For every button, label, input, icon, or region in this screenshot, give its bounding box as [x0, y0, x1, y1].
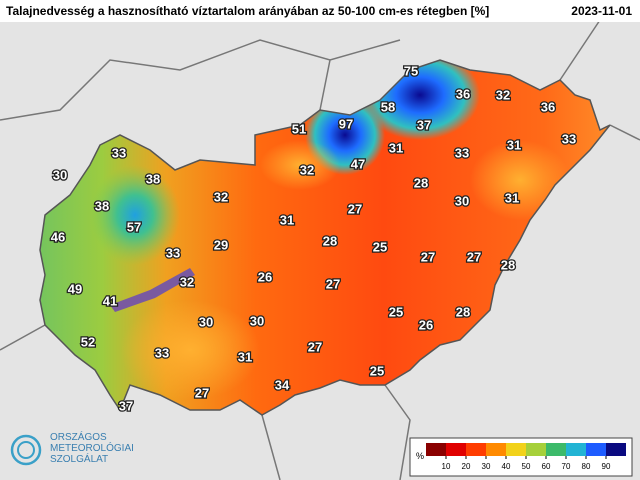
station-value: 58	[381, 99, 395, 114]
station-value: 75	[404, 63, 418, 78]
station-value: 30	[250, 313, 264, 328]
station-value: 36	[541, 99, 555, 114]
legend-swatch	[466, 443, 486, 456]
station-value: 27	[421, 249, 435, 264]
legend-swatch	[506, 443, 526, 456]
station-value: 28	[323, 233, 337, 248]
station-value: 26	[258, 269, 272, 284]
legend-tick-label: 70	[562, 462, 571, 471]
country-borders	[0, 19, 640, 480]
logo: ORSZÁGOS METEOROLÓGIAI SZOLGÁLAT	[10, 430, 134, 466]
station-value: 30	[53, 167, 67, 182]
station-value: 25	[389, 304, 403, 319]
legend-swatch	[426, 443, 446, 456]
station-value: 47	[351, 156, 365, 171]
station-value: 31	[238, 349, 252, 364]
station-value: 52	[81, 334, 95, 349]
station-value: 27	[195, 385, 209, 400]
legend-tick-label: 40	[502, 462, 511, 471]
logo-line: METEOROLÓGIAI	[50, 441, 134, 454]
legend-tick-label: 80	[582, 462, 591, 471]
legend-swatch	[606, 443, 626, 456]
legend-tick-label: 60	[542, 462, 551, 471]
station-value: 57	[127, 219, 141, 234]
legend-tick-label: 90	[602, 462, 611, 471]
station-value: 28	[414, 175, 428, 190]
station-value: 38	[95, 198, 109, 213]
station-value: 34	[275, 377, 290, 392]
legend-tick-label: 20	[462, 462, 471, 471]
station-value: 33	[455, 145, 469, 160]
station-value: 27	[467, 249, 481, 264]
legend-swatch	[486, 443, 506, 456]
station-value: 32	[300, 162, 314, 177]
station-value: 30	[455, 193, 469, 208]
station-value: 33	[166, 245, 180, 260]
station-value: 31	[507, 137, 521, 152]
station-value: 32	[496, 87, 510, 102]
legend-tick-label: 30	[482, 462, 491, 471]
station-value: 32	[214, 189, 228, 204]
station-value: 27	[326, 276, 340, 291]
station-value: 26	[419, 317, 433, 332]
station-value: 97	[339, 116, 353, 131]
station-value: 41	[103, 293, 117, 308]
legend-tick-label: 10	[442, 462, 451, 471]
station-value: 36	[456, 86, 470, 101]
station-value: 30	[199, 314, 213, 329]
station-value: 37	[417, 117, 431, 132]
legend-swatch	[566, 443, 586, 456]
station-value: 31	[389, 140, 403, 155]
station-value: 28	[456, 304, 470, 319]
logo-line: SZOLGÁLAT	[50, 452, 108, 465]
station-value: 37	[119, 398, 133, 413]
station-labels: 75 36 32 36 58 51 97 37 33 33 31 31 33 47 30 38 32 28 32 38…	[49, 62, 577, 415]
legend-tick-label: 50	[522, 462, 531, 471]
station-value: 25	[373, 239, 387, 254]
station-value: 27	[308, 339, 322, 354]
station-value: 28	[501, 257, 515, 272]
legend-swatch	[546, 443, 566, 456]
station-value: 33	[562, 131, 576, 146]
station-value: 29	[214, 237, 228, 252]
station-value: 25	[370, 363, 384, 378]
legend-unit: %	[416, 451, 424, 461]
legend: 10 20 30 40 50 60 70 80 90	[426, 443, 626, 471]
map-title: Talajnedvesség a hasznosítható víztartal…	[6, 4, 489, 18]
legend-swatch	[526, 443, 546, 456]
station-value: 49	[68, 281, 82, 296]
lake-balaton	[110, 268, 195, 312]
title-bar	[0, 0, 640, 22]
station-value: 33	[112, 145, 126, 160]
station-value: 27	[348, 201, 362, 216]
logo-line: ORSZÁGOS	[50, 430, 107, 443]
station-value: 46	[51, 229, 65, 244]
map-date: 2023-11-01	[571, 4, 632, 18]
station-value: 31	[505, 190, 519, 205]
station-value: 32	[180, 274, 194, 289]
legend-swatch	[586, 443, 606, 456]
station-value: 51	[292, 121, 306, 136]
legend-swatch	[446, 443, 466, 456]
station-value: 33	[155, 345, 169, 360]
station-value: 38	[146, 171, 160, 186]
station-value: 31	[280, 212, 294, 227]
